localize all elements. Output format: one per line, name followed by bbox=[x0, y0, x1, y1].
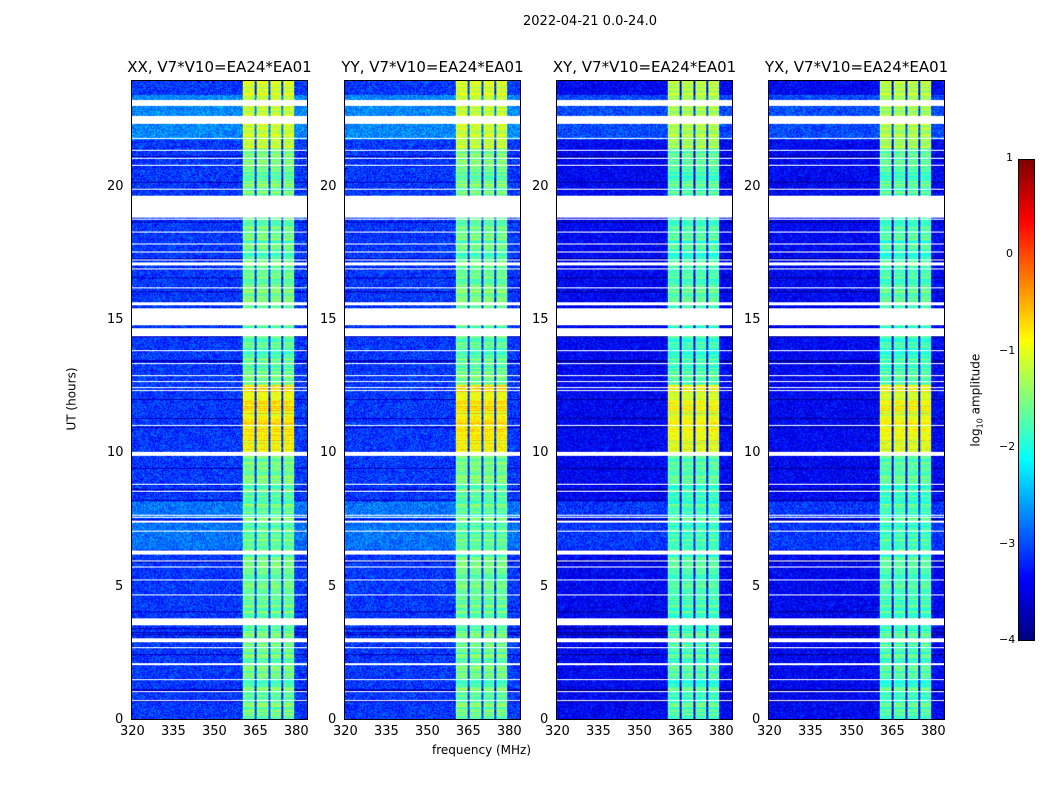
y-tick-label: 0 bbox=[752, 712, 761, 727]
spectrogram-panel-xy bbox=[556, 80, 733, 720]
y-tick-label: 20 bbox=[320, 178, 337, 194]
colorbar-tick-label: −2 bbox=[999, 440, 1016, 454]
spectrogram-panel-yy bbox=[344, 80, 521, 720]
y-tick-label: 10 bbox=[320, 445, 337, 461]
x-tick-label: 350 bbox=[838, 724, 864, 739]
y-tick-label: 5 bbox=[752, 578, 761, 594]
x-tick-label: 365 bbox=[242, 724, 268, 739]
y-tick-label: 0 bbox=[328, 712, 337, 727]
x-tick-label: 365 bbox=[879, 724, 905, 739]
spectrogram-panel-xx bbox=[131, 80, 308, 720]
x-tick-label: 380 bbox=[283, 724, 309, 739]
x-tick-label: 320 bbox=[545, 724, 570, 739]
x-tick-label: 335 bbox=[585, 724, 611, 739]
y-tick-label: 5 bbox=[540, 578, 549, 594]
y-tick-label: 5 bbox=[328, 578, 337, 594]
panel-title: XY, V7*V10=EA24*EA01 bbox=[552, 58, 737, 76]
x-tick-label: 380 bbox=[708, 724, 734, 739]
panel-title: YY, V7*V10=EA24*EA01 bbox=[341, 58, 524, 76]
x-axis-label: frequency (MHz) bbox=[432, 743, 532, 757]
x-tick-label: 350 bbox=[201, 724, 227, 739]
x-tick-label: 350 bbox=[626, 724, 652, 739]
y-tick-label: 15 bbox=[532, 312, 549, 327]
y-tick-label: 20 bbox=[532, 178, 549, 194]
panel-title: XX, V7*V10=EA24*EA01 bbox=[127, 58, 312, 76]
x-tick-label: 335 bbox=[373, 724, 399, 739]
y-tick-label: 20 bbox=[107, 178, 124, 194]
y-tick-label: 10 bbox=[107, 445, 124, 461]
x-tick-label: 320 bbox=[757, 724, 782, 739]
x-tick-label: 365 bbox=[455, 724, 481, 739]
x-tick-label: 380 bbox=[496, 724, 522, 739]
colorbar-tick-label: 0 bbox=[1006, 247, 1013, 261]
y-tick-label: 15 bbox=[744, 312, 761, 327]
panel-title: YX, V7*V10=EA24*EA01 bbox=[764, 58, 949, 76]
x-tick-label: 350 bbox=[414, 724, 440, 739]
colorbar-tick-label: 1 bbox=[1006, 151, 1013, 164]
colorbar-label: log10 amplitude bbox=[968, 353, 985, 447]
colorbar-tick-label: −1 bbox=[999, 343, 1016, 357]
y-tick-label: 10 bbox=[744, 445, 761, 461]
x-tick-label: 320 bbox=[333, 724, 358, 739]
y-tick-label: 15 bbox=[320, 312, 337, 327]
spectrogram-panel-yx bbox=[768, 80, 945, 720]
y-axis-label: UT (hours) bbox=[64, 367, 79, 431]
x-tick-label: 320 bbox=[120, 724, 145, 739]
colorbar bbox=[1018, 159, 1035, 641]
colorbar-tick-label: −3 bbox=[999, 536, 1016, 550]
x-tick-label: 335 bbox=[160, 724, 186, 739]
y-tick-label: 20 bbox=[744, 178, 761, 194]
y-tick-label: 5 bbox=[115, 578, 124, 594]
y-tick-label: 0 bbox=[115, 712, 124, 727]
y-tick-label: 15 bbox=[107, 312, 124, 327]
y-tick-label: 10 bbox=[532, 445, 549, 461]
x-tick-label: 380 bbox=[920, 724, 946, 739]
y-tick-label: 0 bbox=[540, 712, 549, 727]
figure-title: 2022-04-21 0.0-24.0 bbox=[523, 14, 657, 29]
x-tick-label: 365 bbox=[667, 724, 693, 739]
x-tick-label: 335 bbox=[797, 724, 823, 739]
colorbar-tick-label: −4 bbox=[999, 633, 1016, 646]
